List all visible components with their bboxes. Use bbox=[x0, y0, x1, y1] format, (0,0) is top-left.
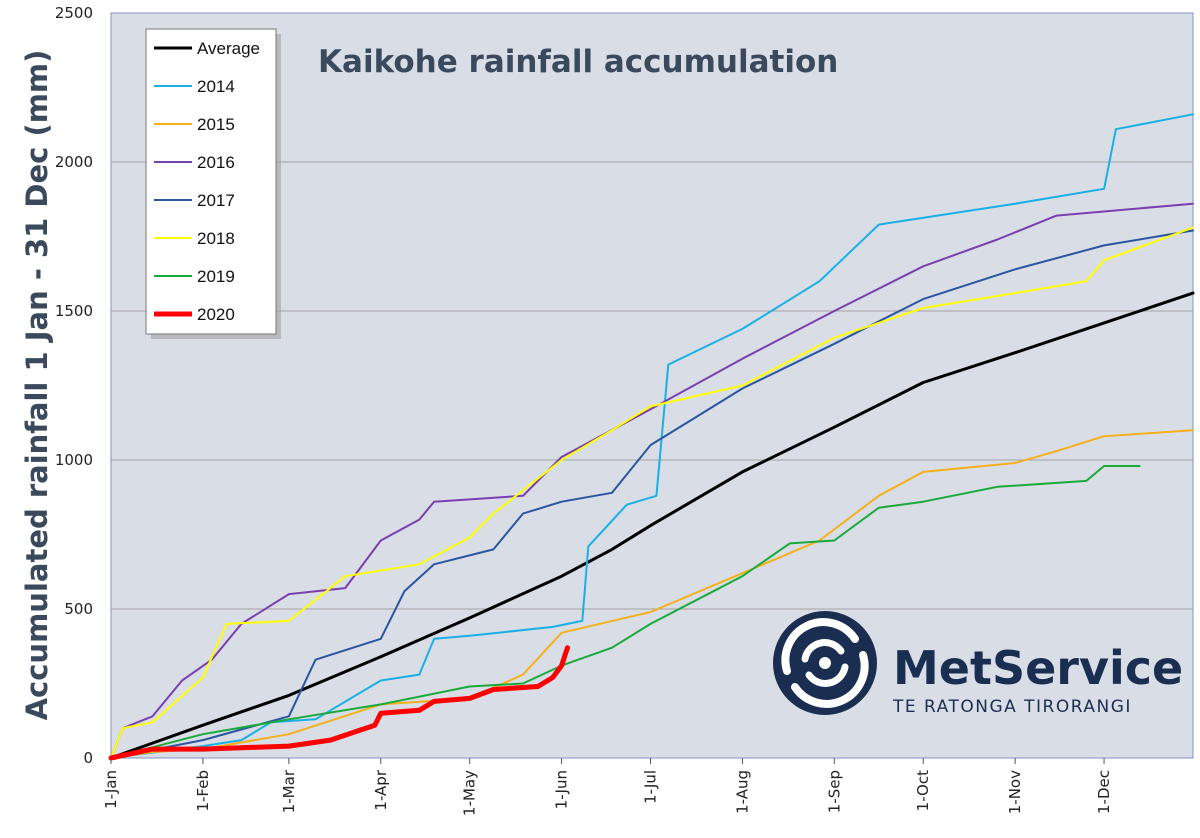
legend-label: 2016 bbox=[197, 153, 235, 172]
metservice-swirl-icon bbox=[773, 611, 877, 715]
legend-label: 2014 bbox=[197, 77, 235, 96]
y-tick-label: 1000 bbox=[55, 451, 93, 469]
series-line-average bbox=[109, 291, 1195, 760]
y-tick-label: 2500 bbox=[55, 4, 93, 22]
x-tick-label: 1-May bbox=[461, 770, 479, 816]
x-tick-label: 1-Dec bbox=[1095, 770, 1113, 814]
series-lines bbox=[108, 113, 1195, 761]
x-tick-labels: 1-Jan 1-Feb 1-Mar 1-Apr 1-May 1-Jun 1-Jul 1-Aug… bbox=[102, 758, 1113, 816]
x-tick-label: 1-Sep bbox=[825, 770, 843, 813]
x-tick-label: 1-Nov bbox=[1006, 770, 1024, 814]
y-tick-label: 0 bbox=[83, 749, 93, 767]
metservice-logo: MetService TE RATONGA TIRORANGI bbox=[773, 611, 1183, 717]
chart-title: Kaikohe rainfall accumulation bbox=[318, 44, 838, 80]
x-tick-label: 1-Aug bbox=[733, 770, 751, 814]
x-tick-label: 1-Jul bbox=[642, 770, 660, 804]
x-tick-label: 1-Feb bbox=[194, 770, 212, 812]
series-line-2017 bbox=[110, 229, 1194, 759]
brand-tagline: TE RATONGA TIRORANGI bbox=[892, 697, 1132, 717]
y-tick-labels: 0 500 1000 1500 2000 2500 bbox=[55, 4, 93, 767]
y-tick-label: 2000 bbox=[55, 153, 93, 171]
x-tick-label: 1-Mar bbox=[280, 769, 298, 813]
x-tick-label: 1-Jan bbox=[102, 770, 120, 809]
legend-label: 2019 bbox=[197, 267, 235, 286]
series-line-2015 bbox=[110, 429, 1194, 759]
y-axis-label: Accumulated rainfall 1 Jan - 31 Dec (mm) bbox=[20, 50, 54, 721]
series-line-2014 bbox=[110, 113, 1194, 759]
x-tick-label: 1-Jun bbox=[553, 770, 571, 809]
legend-label: 2015 bbox=[197, 115, 235, 134]
brand-name: MetService bbox=[893, 641, 1183, 695]
series-line-2016 bbox=[110, 202, 1194, 759]
x-tick-label: 1-Oct bbox=[914, 770, 932, 811]
legend-items: Average 2014 2015 2016 2017 2018 2019 2020 bbox=[154, 39, 260, 324]
legend-label: 2020 bbox=[197, 305, 235, 324]
series-line-2019 bbox=[110, 465, 1141, 759]
legend-label: 2017 bbox=[197, 191, 235, 210]
legend: Average 2014 2015 2016 2017 2018 2019 2020 bbox=[145, 28, 281, 339]
legend-label: 2018 bbox=[197, 229, 235, 248]
plot-area bbox=[110, 12, 1194, 759]
x-tick-label: 1-Apr bbox=[372, 769, 390, 810]
y-tick-label: 1500 bbox=[55, 302, 93, 320]
series-line-2018 bbox=[110, 226, 1194, 759]
legend-box bbox=[145, 28, 277, 335]
legend-label: Average bbox=[197, 39, 260, 58]
y-tick-label: 500 bbox=[64, 600, 93, 618]
gridlines bbox=[111, 161, 1193, 610]
series-line-2020 bbox=[108, 645, 570, 761]
